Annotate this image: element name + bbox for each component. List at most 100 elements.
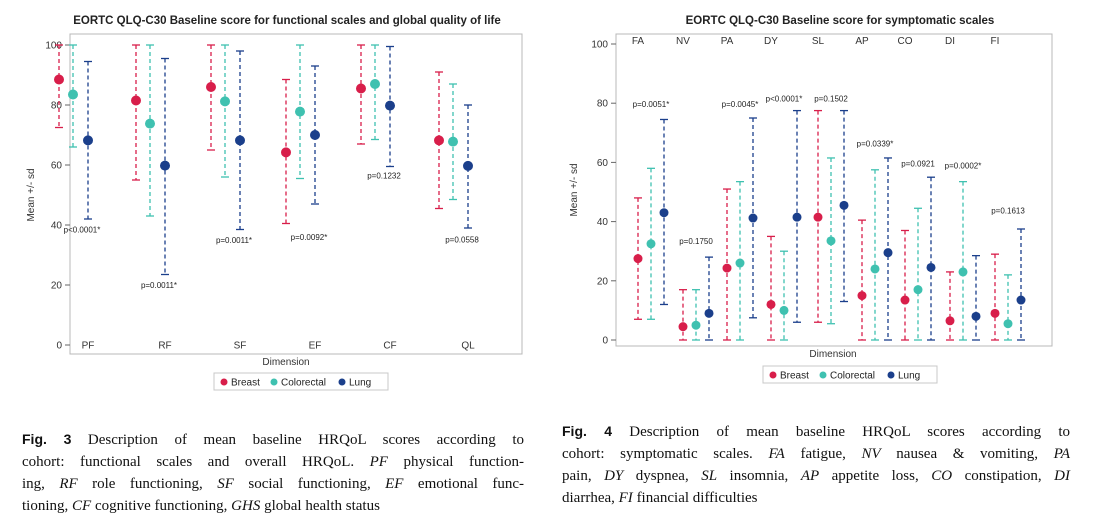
breast-dy-mean-point bbox=[766, 299, 776, 309]
p-value-sl: p=0.1502 bbox=[814, 94, 848, 103]
p-value-di: p=0.0002* bbox=[945, 162, 982, 171]
colorectal-pf-mean-point bbox=[68, 89, 78, 100]
y-tick-label: 0 bbox=[602, 336, 608, 347]
colorectal-dy-mean-point bbox=[779, 305, 789, 315]
legend-label-breast: Breast bbox=[780, 371, 809, 382]
lung-sf-mean-point bbox=[235, 135, 245, 146]
abbreviation: CO bbox=[931, 468, 953, 484]
lung-di-mean-point bbox=[971, 311, 981, 321]
caption-text: Description of mean baseline HRQoL score… bbox=[612, 424, 1071, 440]
caption-line: cohort: functional scales and overall HR… bbox=[22, 451, 524, 473]
breast-nv-mean-point bbox=[678, 322, 688, 332]
y-tick-label: 80 bbox=[51, 101, 63, 112]
p-value-cf: p=0.1232 bbox=[367, 172, 401, 181]
abbreviation: PA bbox=[1053, 446, 1070, 462]
colorectal-pa-mean-point bbox=[735, 258, 745, 268]
abbreviation: SF bbox=[217, 476, 234, 492]
breast-di-mean-point bbox=[945, 316, 955, 326]
breast-fa-mean-point bbox=[633, 254, 643, 264]
legend-label-lung: Lung bbox=[898, 371, 920, 382]
caption-text: global health status bbox=[260, 498, 380, 514]
lung-sl-mean-point bbox=[839, 200, 849, 210]
caption-text: tioning, bbox=[22, 498, 73, 514]
legend-marker-breast bbox=[220, 378, 228, 386]
legend-marker-lung bbox=[338, 378, 346, 386]
abbreviation: EF bbox=[385, 476, 404, 492]
figure-canvas: EORTC QLQ-C30 Baseline score for functio… bbox=[26, 15, 1053, 391]
plot-frame bbox=[69, 33, 523, 355]
category-label-rf: RF bbox=[158, 341, 171, 352]
y-tick-label: 60 bbox=[597, 158, 609, 169]
caption-text: diarrhea, bbox=[562, 490, 619, 506]
colorectal-nv-mean-point bbox=[691, 320, 701, 330]
category-label-ap: AP bbox=[855, 36, 869, 47]
caption-text: constipation, bbox=[952, 468, 1055, 484]
category-label-ef: EF bbox=[309, 341, 322, 352]
colorectal-cf-mean-point bbox=[370, 79, 380, 89]
caption-text: role functioning, bbox=[77, 476, 218, 492]
category-label-cf: CF bbox=[383, 341, 396, 352]
chart-title: EORTC QLQ-C30 Baseline score for functio… bbox=[73, 15, 501, 27]
lung-rf-mean-point bbox=[160, 160, 170, 171]
fig4-caption: Fig. 4 Description of mean baseline HRQo… bbox=[562, 420, 1070, 509]
lung-fa-mean-point bbox=[659, 208, 669, 218]
p-value-fa: p=0.0051* bbox=[633, 100, 670, 109]
breast-co-mean-point bbox=[900, 295, 910, 305]
caption-line: Fig. 4 Description of mean baseline HRQo… bbox=[562, 420, 1070, 443]
caption-text: cohort: functional scales and overall HR… bbox=[22, 454, 370, 470]
p-value-ef: p=0.0092* bbox=[291, 233, 328, 242]
y-tick-label: 80 bbox=[597, 99, 609, 110]
p-value-ql: p=0.0558 bbox=[445, 235, 479, 244]
lung-dy-mean-point bbox=[792, 212, 802, 222]
category-label-fa: FA bbox=[632, 36, 645, 47]
plot-frame bbox=[615, 33, 1053, 347]
y-tick-label: 100 bbox=[591, 40, 608, 51]
p-value-pf: p<0.0001* bbox=[64, 226, 101, 235]
y-axis-label: Mean +/- sd bbox=[26, 168, 37, 221]
legend-marker-breast bbox=[769, 371, 777, 379]
y-tick-label: 40 bbox=[597, 217, 609, 228]
caption-line: ing, RF role functioning, SF social func… bbox=[22, 473, 524, 495]
abbreviation: NV bbox=[861, 446, 881, 462]
caption-line: tioning, CF cognitive functioning, GHS g… bbox=[22, 495, 524, 517]
legend-marker-lung bbox=[887, 371, 895, 379]
category-label-di: DI bbox=[945, 36, 955, 47]
colorectal-sl-mean-point bbox=[826, 236, 836, 246]
colorectal-fi-mean-point bbox=[1003, 319, 1013, 329]
caption-text: cohort: symptomatic scales. bbox=[562, 446, 769, 462]
abbreviation: PF bbox=[369, 454, 388, 470]
abbreviation: RF bbox=[59, 476, 78, 492]
y-tick-label: 0 bbox=[56, 341, 62, 352]
legend-label-lung: Lung bbox=[349, 378, 371, 389]
colorectal-ap-mean-point bbox=[870, 264, 880, 274]
legend-marker-colorectal bbox=[270, 378, 278, 386]
y-tick-label: 20 bbox=[51, 281, 63, 292]
caption-text: physical function- bbox=[387, 454, 524, 470]
lung-nv-mean-point bbox=[704, 308, 714, 318]
y-tick-label: 20 bbox=[597, 276, 609, 287]
figure-number: Fig. 3 bbox=[22, 431, 72, 447]
lung-pf-mean-point bbox=[83, 135, 93, 146]
breast-cf-mean-point bbox=[356, 83, 366, 94]
lung-co-mean-point bbox=[926, 262, 936, 272]
p-value-ap: p=0.0339* bbox=[857, 140, 894, 149]
category-label-dy: DY bbox=[764, 36, 778, 47]
abbreviation: FI bbox=[618, 490, 633, 506]
chart-title: EORTC QLQ-C30 Baseline score for symptom… bbox=[686, 15, 995, 27]
y-tick-label: 100 bbox=[45, 41, 62, 52]
category-label-co: CO bbox=[898, 36, 913, 47]
abbreviation: DI bbox=[1054, 468, 1070, 484]
colorectal-di-mean-point bbox=[958, 267, 968, 277]
caption-text: cognitive functioning, bbox=[91, 498, 232, 514]
colorectal-ql-mean-point bbox=[448, 136, 458, 147]
legend-label-colorectal: Colorectal bbox=[281, 378, 326, 389]
category-label-ql: QL bbox=[461, 341, 475, 352]
breast-ap-mean-point bbox=[857, 291, 867, 301]
breast-pa-mean-point bbox=[722, 263, 732, 273]
category-label-pf: PF bbox=[82, 341, 95, 352]
lung-ef-mean-point bbox=[310, 130, 320, 140]
abbreviation: CF bbox=[72, 498, 92, 514]
category-label-nv: NV bbox=[676, 36, 690, 47]
x-axis-label: Dimension bbox=[262, 357, 309, 368]
abbreviation: GHS bbox=[231, 498, 261, 514]
